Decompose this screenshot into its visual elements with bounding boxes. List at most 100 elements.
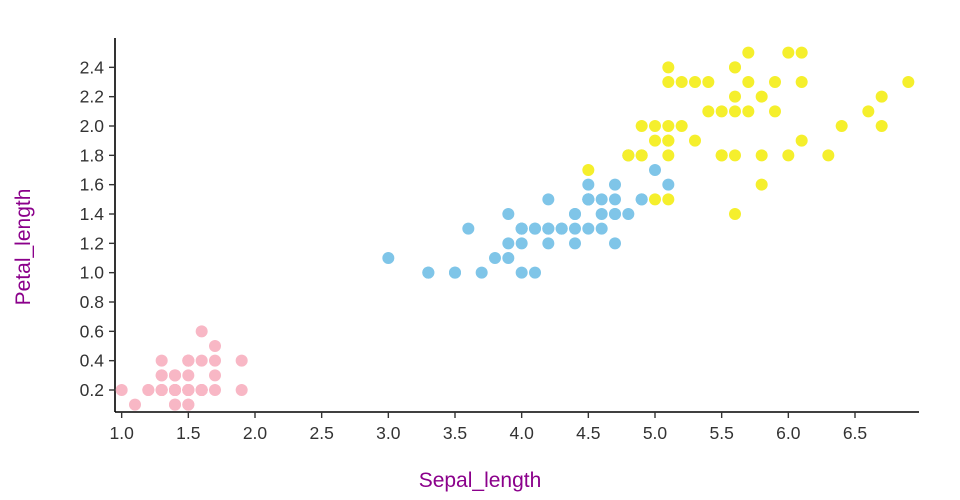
data-point — [502, 208, 515, 220]
x-tick-label: 3.5 — [443, 423, 467, 443]
data-point — [209, 369, 221, 382]
data-point — [155, 369, 168, 382]
data-point — [702, 76, 715, 88]
data-point — [542, 237, 555, 250]
data-point — [835, 120, 848, 132]
data-point — [662, 61, 675, 74]
data-point — [155, 354, 168, 367]
data-point — [755, 178, 768, 191]
data-point — [662, 134, 675, 147]
data-point — [529, 266, 541, 279]
data-point — [169, 384, 181, 396]
x-tick-label: 1.0 — [110, 423, 135, 443]
data-point — [129, 398, 141, 411]
data-point — [635, 193, 648, 206]
y-axis-label: Petal_length — [12, 189, 35, 306]
data-point — [755, 149, 768, 162]
data-point — [582, 193, 595, 206]
data-point — [729, 90, 741, 103]
data-point — [742, 105, 755, 118]
data-point — [489, 252, 501, 264]
data-point — [555, 222, 568, 235]
data-point — [795, 134, 808, 147]
y-tick-label: 1.8 — [80, 145, 104, 165]
data-point — [235, 384, 248, 396]
data-point — [649, 134, 661, 147]
data-point — [155, 384, 168, 396]
data-point — [729, 105, 741, 118]
data-point — [715, 149, 728, 162]
data-point — [875, 120, 888, 132]
series-blue-cluster — [382, 149, 675, 279]
data-point — [649, 164, 661, 176]
y-tick-label: 1.2 — [80, 233, 104, 253]
data-point — [622, 208, 635, 220]
data-point — [529, 222, 541, 235]
data-point — [502, 252, 515, 264]
data-point — [675, 120, 688, 132]
data-point — [662, 76, 675, 88]
data-point — [609, 178, 621, 191]
data-point — [822, 149, 835, 162]
data-point — [662, 149, 675, 162]
data-point — [742, 46, 755, 59]
data-point — [729, 61, 741, 74]
data-point — [582, 178, 595, 191]
y-tick-label: 0.2 — [80, 380, 104, 400]
data-point — [862, 105, 875, 118]
y-tick-label: 2.4 — [80, 57, 105, 77]
data-point — [209, 384, 221, 396]
data-point — [609, 237, 621, 250]
x-tick-label: 4.0 — [510, 423, 535, 443]
data-point — [662, 193, 675, 206]
data-point — [422, 266, 435, 279]
data-point — [729, 149, 741, 162]
x-tick-label: 2.5 — [310, 423, 334, 443]
data-point — [182, 398, 195, 411]
data-point — [569, 222, 581, 235]
data-point — [662, 178, 675, 191]
data-point — [649, 193, 661, 206]
data-point — [195, 354, 208, 367]
data-point — [542, 193, 555, 206]
data-point — [702, 105, 715, 118]
data-point — [689, 134, 701, 147]
y-tick-label: 0.6 — [80, 321, 104, 341]
y-tick-label: 2.2 — [80, 87, 104, 107]
data-point — [622, 149, 635, 162]
data-point — [515, 222, 528, 235]
data-point — [502, 237, 515, 250]
data-point — [462, 222, 475, 235]
data-point — [595, 193, 608, 206]
x-axis-label: Sepal_length — [419, 469, 542, 492]
data-point — [195, 384, 208, 396]
data-point — [115, 384, 128, 396]
data-point — [182, 354, 195, 367]
data-point — [169, 398, 181, 411]
data-point — [782, 149, 795, 162]
data-point — [795, 76, 808, 88]
y-tick-label: 2.0 — [80, 116, 105, 136]
x-tick-label: 5.0 — [643, 423, 668, 443]
series-pink-cluster — [115, 325, 248, 411]
y-tick-label: 0.8 — [80, 292, 104, 312]
y-tick-label: 1.4 — [80, 204, 105, 224]
data-point — [515, 237, 528, 250]
data-point — [769, 76, 781, 88]
data-point — [875, 90, 888, 103]
data-point — [569, 237, 581, 250]
data-point — [582, 164, 595, 176]
y-tick-label: 0.4 — [80, 351, 105, 371]
data-point — [742, 76, 755, 88]
y-tick-label: 1.6 — [80, 175, 104, 195]
data-point — [729, 208, 741, 220]
data-point — [649, 120, 661, 132]
x-tick-label: 1.5 — [176, 423, 200, 443]
data-points — [115, 46, 915, 411]
data-point — [755, 90, 768, 103]
x-tick-label: 2.0 — [243, 423, 268, 443]
data-point — [662, 120, 675, 132]
x-tick-label: 3.0 — [376, 423, 401, 443]
